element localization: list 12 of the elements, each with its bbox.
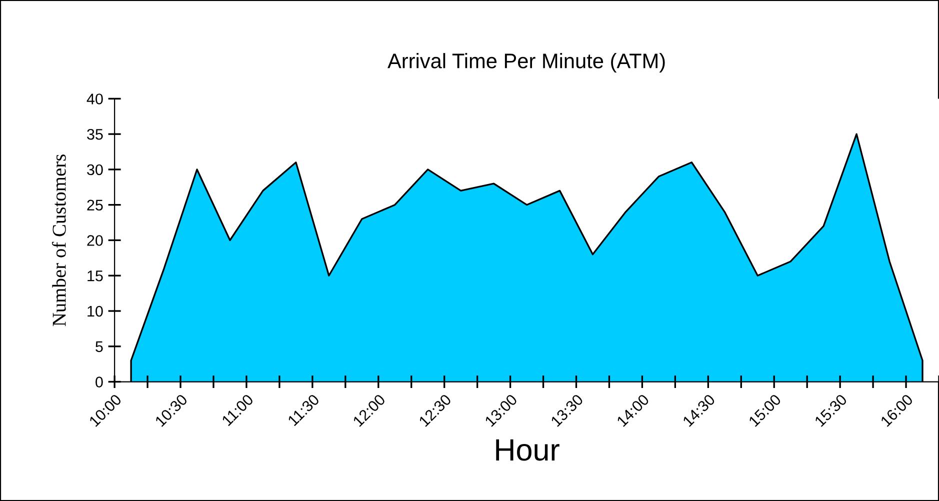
x-axis-title: Hour <box>496 439 560 461</box>
y-tick-label: 40 <box>86 94 103 104</box>
y-tick-label: 15 <box>88 270 103 282</box>
y-tick-label: 20 <box>87 235 103 246</box>
y-tick-label: 0 <box>96 376 103 388</box>
y-tick-label: 10 <box>88 306 103 317</box>
y-tick-label: 30 <box>87 164 103 176</box>
y-tick-label: 5 <box>96 341 103 352</box>
y-axis-title: Number of Customers <box>52 154 66 326</box>
y-tick-label: 25 <box>87 200 103 211</box>
y-tick-label: 35 <box>87 128 103 140</box>
chart-title: Arrival Time Per Minute (ATM) <box>388 53 665 72</box>
